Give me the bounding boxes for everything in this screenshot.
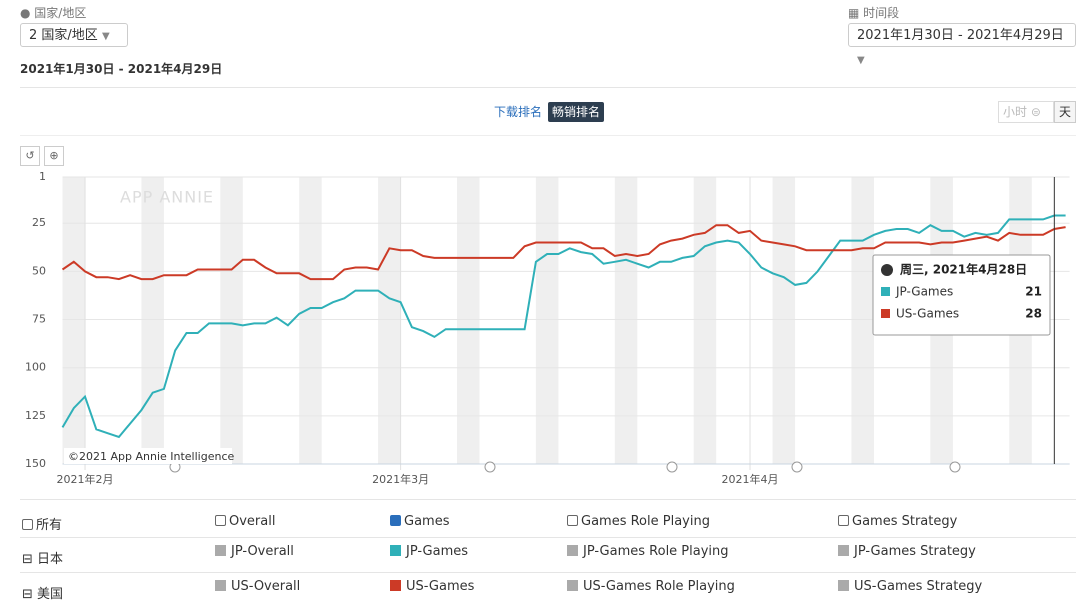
y-tick-label: 50 [32, 264, 46, 277]
legend-cell[interactable]: Overall [215, 514, 275, 529]
legend-item[interactable]: US-Games [390, 579, 474, 594]
tooltip-title: 周三, 2021年4月28日 [900, 262, 1027, 277]
label: US-Games [406, 579, 475, 594]
reset-button[interactable]: ↺ [20, 146, 40, 166]
series-line [61, 214, 1066, 439]
label: JP-Games Role Playing [583, 544, 729, 559]
weekend-band [693, 177, 717, 464]
divider [20, 87, 1076, 88]
period-dropdown[interactable]: 2021年1月30日 - 2021年4月29日 ▼ [848, 23, 1076, 66]
y-tick-label: 25 [32, 216, 46, 229]
legend-cell[interactable]: Games [390, 514, 449, 529]
legend-item[interactable]: US-Games Role Playing [567, 579, 735, 594]
label: 国家/地区 [34, 6, 87, 20]
legend-cell[interactable]: 所有 [22, 514, 62, 533]
legend-item[interactable]: JP-Games [390, 544, 468, 559]
annotation-icon [484, 461, 496, 473]
granularity-button[interactable]: 天 [1054, 101, 1077, 123]
legend-item[interactable]: JP-Games Strategy [838, 544, 976, 559]
weekend-band [299, 177, 322, 464]
tooltip-swatch [881, 287, 890, 296]
x-tick-label: 2021年3月 [372, 472, 429, 486]
series-line [61, 224, 1066, 281]
zoom-button[interactable]: ⊕ [44, 146, 64, 166]
x-tick-label: 2021年4月 [722, 472, 779, 486]
tooltip-series: JP-Games [895, 285, 953, 299]
label: 美国 [37, 587, 64, 602]
legend-row-head[interactable]: ⊟ 日本 [22, 552, 64, 567]
date-range: 2021年1月30日 - 2021年4月29日 [20, 62, 223, 76]
tab[interactable]: 下载排名 [494, 105, 543, 119]
label: JP-Games Strategy [854, 544, 976, 559]
country-label: ● 国家/地区 [20, 6, 87, 20]
y-tick-label: 150 [25, 457, 46, 470]
divider [20, 537, 1076, 538]
tooltip-series: US-Games [896, 307, 959, 321]
weekend-band [378, 177, 401, 464]
weekend-band [141, 177, 164, 464]
label: Games [404, 514, 450, 529]
legend-item[interactable]: JP-Games Role Playing [567, 544, 729, 559]
label: 日本 [37, 552, 64, 567]
dropdown-value: 2021年1月30日 - 2021年4月29日 [857, 28, 1064, 43]
weekend-band [62, 177, 86, 464]
label: Games Strategy [852, 514, 958, 529]
tab-active[interactable]: 畅销排名 [548, 102, 605, 122]
label: 所有 [36, 518, 63, 533]
dropdown-value: 2 国家/地区 [29, 28, 98, 43]
tooltip-swatch [881, 309, 890, 318]
label: JP-Games [406, 544, 469, 559]
y-tick-label: 1 [39, 170, 46, 183]
tooltip-value: 21 [1025, 285, 1042, 299]
copyright: ©2021 App Annie Intelligence [68, 450, 235, 463]
y-tick-label: 100 [25, 361, 46, 374]
divider [20, 135, 1076, 136]
weekend-band [772, 177, 796, 464]
label: 时间段 [863, 6, 900, 20]
divider [20, 572, 1076, 573]
label: Overall [229, 514, 276, 529]
label: US-Games Role Playing [583, 579, 735, 594]
legend-item[interactable]: JP-Overall [215, 544, 294, 559]
legend-cell[interactable]: Games Strategy [838, 514, 957, 529]
button-label: 小时 [1003, 105, 1028, 119]
annotation-icon [949, 461, 961, 473]
copyright-bg [64, 448, 232, 464]
divider [20, 499, 1076, 500]
y-tick-label: 125 [25, 409, 46, 422]
legend-cell[interactable]: Games Role Playing [567, 514, 710, 529]
annotation-icon [791, 461, 803, 473]
tooltip-value: 28 [1025, 307, 1042, 321]
label: US-Games Strategy [854, 579, 983, 594]
label: Games Role Playing [581, 514, 710, 529]
globe-icon [881, 264, 893, 276]
granularity-button[interactable]: 小时 ⊜ [998, 101, 1054, 123]
tooltip-box [872, 254, 1051, 336]
watermark: APP ANNIE [120, 188, 214, 207]
weekend-band [851, 177, 874, 464]
legend-row-head[interactable]: ⊟ 美国 [22, 587, 64, 602]
period-label: ▦ 时间段 [848, 6, 900, 20]
annotation-icon [666, 461, 678, 473]
y-tick-label: 75 [32, 313, 46, 326]
legend-item[interactable]: US-Overall [215, 579, 300, 594]
label: JP-Overall [231, 544, 294, 559]
country-dropdown[interactable]: 2 国家/地区 ▼ [20, 23, 128, 47]
weekend-band [456, 177, 480, 464]
weekend-band [614, 177, 638, 464]
x-tick-label: 2021年2月 [57, 472, 114, 486]
weekend-band [220, 177, 243, 464]
weekend-band [535, 177, 559, 464]
legend-item[interactable]: US-Games Strategy [838, 579, 982, 594]
label: US-Overall [231, 579, 301, 594]
